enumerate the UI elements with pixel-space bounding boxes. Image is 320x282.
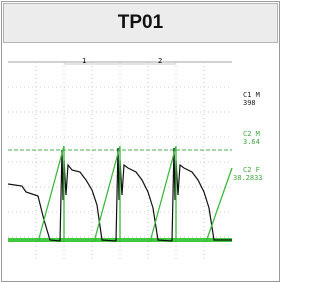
page: TP01 1 2 C1 M 398 C2 M 3.64 C2 F 38.2833… (0, 0, 281, 282)
readout-value: 398 (243, 99, 256, 107)
cursor-label: 2 (158, 57, 162, 65)
readout-label: C2 F (243, 166, 260, 174)
readout-label: C2 M (243, 130, 260, 138)
oscilloscope: 1 2 C1 M 398 C2 M 3.64 C2 F 38.2833 (0, 0, 281, 282)
readout-value: 38.2833 (233, 174, 263, 182)
cursor-label: 1 (82, 57, 86, 65)
readout-label: C1 M (243, 91, 260, 99)
readout-value: 3.64 (243, 138, 260, 146)
